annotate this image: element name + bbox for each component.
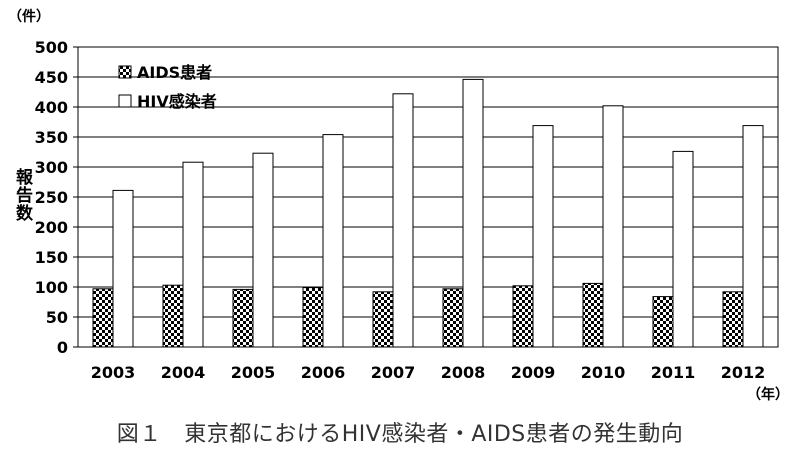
bar-hiv-2012 [742,125,764,348]
plot-area-border [77,46,779,348]
bar-hiv-2006 [322,134,344,348]
x-tick-label: 2009 [511,363,556,382]
x-tick-label: 2006 [301,363,346,382]
y-axis-label: 報告数 [12,168,32,222]
y-tick-label: 400 [35,98,68,117]
y-tick-label: 450 [35,68,68,87]
x-tick-label: 2011 [651,363,696,382]
bar-hiv-2010 [602,105,624,348]
legend-swatch [118,65,132,79]
bar-hiv-2011 [672,150,694,348]
y-tick-label: 0 [57,338,68,357]
bar-aids-2004 [162,284,184,348]
bar-hiv-2009 [532,125,554,348]
legend-label: AIDS患者 [137,63,212,82]
x-tick-label: 2007 [371,363,416,382]
x-tick-label: 2004 [161,363,206,382]
bar-aids-2010 [582,282,604,348]
bar-aids-2006 [302,287,324,348]
bar-hiv-2008 [462,78,484,348]
y-tick-label: 300 [35,158,68,177]
bar-hiv-2005 [252,152,274,348]
y-tick-label: 500 [35,38,68,57]
y-tick-label: 150 [35,248,68,267]
bar-hiv-2003 [112,189,134,348]
y-tick-label: 250 [35,188,68,207]
x-tick-label: 2005 [231,363,276,382]
bar-aids-2009 [512,285,534,348]
y-tick-label: 100 [35,278,68,297]
legend-label: HIV感染者 [137,92,217,111]
y-tick-label: 350 [35,128,68,147]
x-tick-label: 2010 [581,363,626,382]
bar-chart: 0 50 100 150 200 250 300 350 400 450 500 2003 2004 20… [35,38,779,382]
bar-aids-2012 [722,291,744,348]
legend-swatch [118,94,132,108]
x-tick-label: 2003 [91,363,136,382]
bar-aids-2003 [92,288,114,348]
bar-aids-2005 [232,288,254,348]
x-unit-label: （年） [747,387,789,403]
bar-hiv-2007 [392,93,414,348]
bar-hiv-2004 [182,161,204,348]
x-tick-label: 2012 [721,363,766,382]
bar-aids-2011 [652,296,674,348]
y-tick-label: 50 [46,308,68,327]
y-unit-label: （件） [8,9,50,25]
y-tick-label: 200 [35,218,68,237]
figure-caption: 図１ 東京都におけるHIV感染者・AIDS患者の発生動向 [116,422,684,447]
bar-aids-2008 [442,288,464,348]
bar-aids-2007 [372,291,394,348]
x-tick-label: 2008 [441,363,486,382]
